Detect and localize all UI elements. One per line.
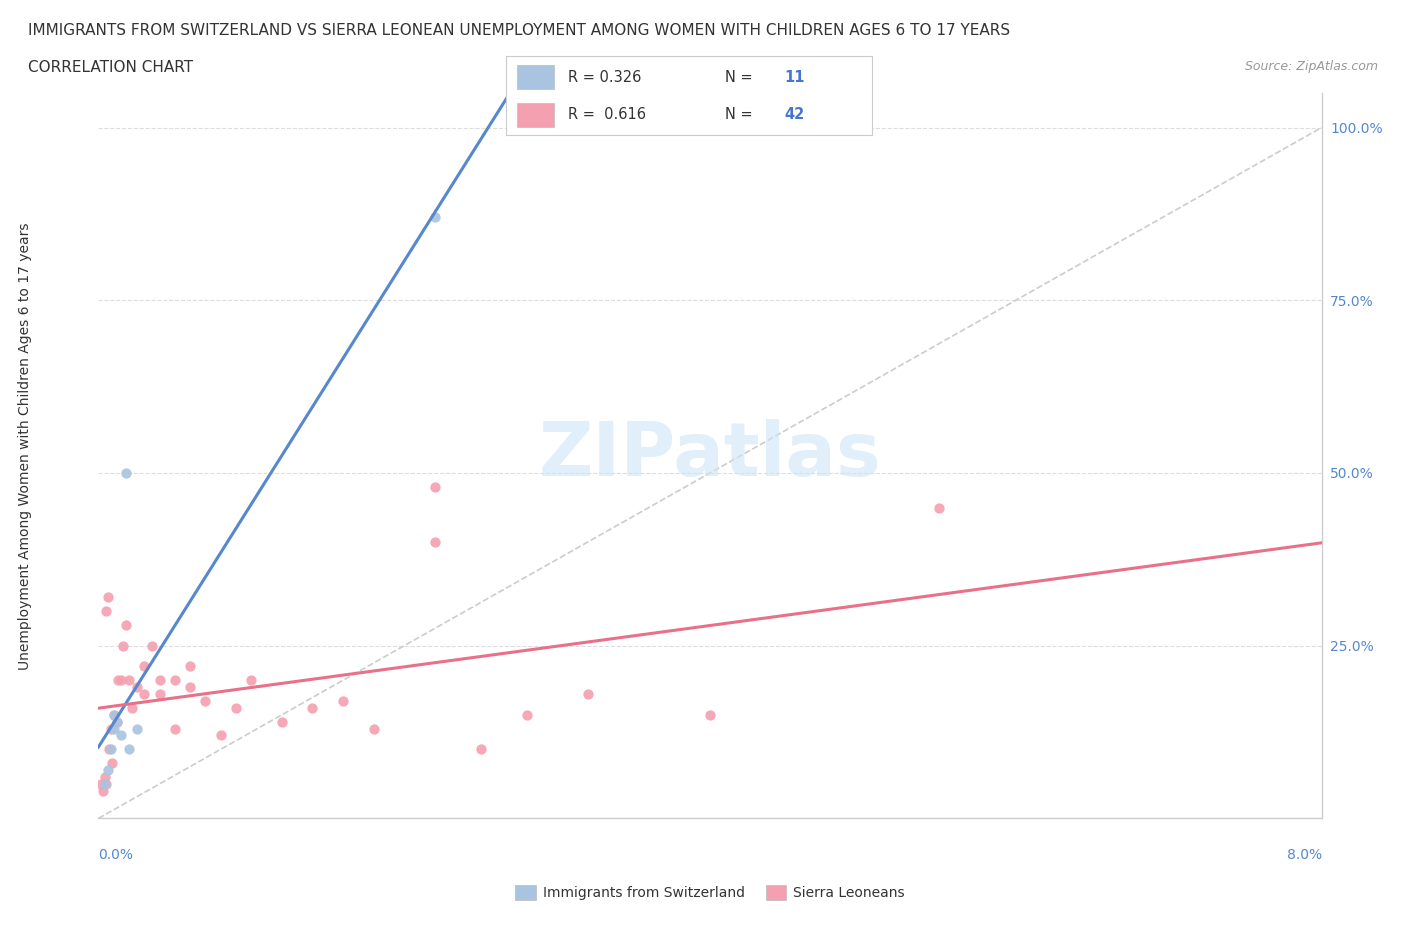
Point: [163, 721, 186, 736]
Point: [91, 783, 114, 798]
Point: [423, 535, 446, 550]
Point: [149, 672, 172, 687]
Text: 8.0%: 8.0%: [1286, 848, 1322, 862]
Text: CORRELATION CHART: CORRELATION CHART: [28, 60, 193, 75]
Point: [209, 728, 232, 743]
Point: [270, 714, 294, 729]
Point: [149, 686, 172, 701]
Point: [194, 694, 217, 709]
Point: [105, 714, 128, 729]
Point: [332, 694, 354, 709]
Point: [423, 479, 446, 494]
Point: [90, 777, 112, 791]
Point: [516, 708, 538, 723]
Point: [93, 769, 115, 784]
Point: [97, 763, 120, 777]
FancyBboxPatch shape: [517, 65, 554, 89]
Point: [301, 700, 323, 715]
Point: [179, 680, 201, 695]
Point: [103, 708, 125, 723]
Point: [103, 708, 125, 723]
Point: [98, 742, 121, 757]
Point: [240, 672, 263, 687]
Text: R = 0.326: R = 0.326: [568, 70, 641, 85]
Point: [125, 721, 148, 736]
Point: [141, 638, 163, 653]
Legend: Immigrants from Switzerland, Sierra Leoneans: Immigrants from Switzerland, Sierra Leon…: [509, 880, 911, 906]
Text: IMMIGRANTS FROM SWITZERLAND VS SIERRA LEONEAN UNEMPLOYMENT AMONG WOMEN WITH CHIL: IMMIGRANTS FROM SWITZERLAND VS SIERRA LE…: [28, 23, 1011, 38]
Text: ZIPatlas: ZIPatlas: [538, 419, 882, 492]
Point: [110, 672, 132, 687]
Point: [576, 686, 599, 701]
Text: R =  0.616: R = 0.616: [568, 107, 647, 122]
Point: [111, 638, 134, 653]
Point: [179, 659, 201, 674]
Text: Unemployment Among Women with Children Ages 6 to 17 years: Unemployment Among Women with Children A…: [18, 222, 32, 671]
Point: [118, 742, 141, 757]
Point: [105, 714, 128, 729]
Text: Source: ZipAtlas.com: Source: ZipAtlas.com: [1244, 60, 1378, 73]
Text: 0.0%: 0.0%: [98, 848, 134, 862]
Text: 11: 11: [785, 70, 804, 85]
Point: [118, 672, 141, 687]
Point: [121, 700, 143, 715]
Point: [110, 728, 132, 743]
Text: 42: 42: [785, 107, 804, 122]
Point: [93, 777, 115, 791]
Point: [928, 500, 950, 515]
Point: [134, 659, 156, 674]
Text: N =: N =: [725, 107, 758, 122]
Point: [163, 672, 186, 687]
Point: [101, 756, 124, 771]
Point: [363, 721, 385, 736]
Point: [115, 466, 138, 481]
Point: [94, 604, 117, 618]
Point: [134, 686, 156, 701]
Point: [94, 777, 117, 791]
Point: [97, 590, 120, 604]
Point: [115, 618, 138, 632]
Point: [699, 708, 721, 723]
FancyBboxPatch shape: [517, 103, 554, 127]
Text: N =: N =: [725, 70, 758, 85]
Point: [225, 700, 247, 715]
Point: [470, 742, 492, 757]
Point: [103, 721, 125, 736]
Point: [100, 721, 122, 736]
Point: [125, 680, 148, 695]
Point: [423, 210, 446, 225]
Point: [100, 742, 122, 757]
Point: [107, 672, 129, 687]
